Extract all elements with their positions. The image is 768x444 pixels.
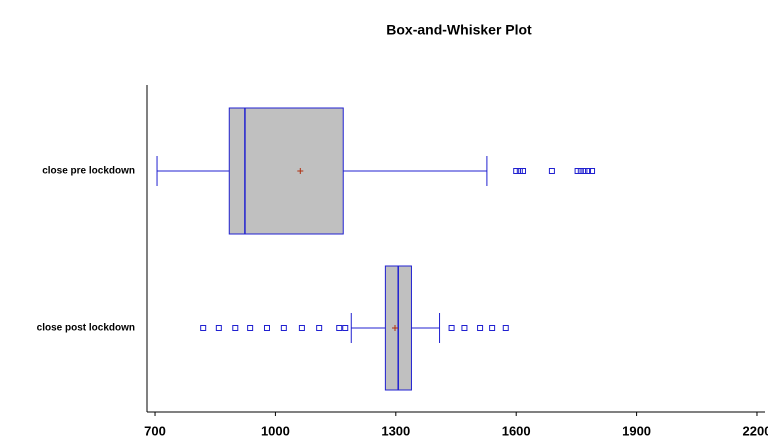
- outlier: [247, 325, 254, 331]
- outlier: [215, 325, 222, 331]
- outlier: [336, 325, 343, 331]
- outlier: [477, 325, 484, 331]
- outlier: [342, 325, 349, 331]
- outlier: [448, 325, 455, 331]
- mean-marker: [392, 325, 399, 331]
- outlier: [280, 325, 287, 331]
- outlier: [516, 168, 523, 174]
- x-tick-label: 1600: [502, 423, 531, 438]
- outlier: [316, 325, 323, 331]
- outlier: [585, 168, 592, 174]
- outlier: [298, 325, 305, 331]
- box: [228, 107, 344, 235]
- outlier: [581, 168, 588, 174]
- outlier: [589, 168, 596, 174]
- x-tick-label: 1300: [381, 423, 410, 438]
- outlier: [263, 325, 270, 331]
- outlier: [200, 325, 207, 331]
- mean-marker: [297, 168, 304, 174]
- x-tick-label: 700: [144, 423, 166, 438]
- x-tick-label: 1900: [622, 423, 651, 438]
- outlier: [489, 325, 496, 331]
- x-tick-label: 2200: [743, 423, 768, 438]
- outlier: [461, 325, 468, 331]
- outlier: [513, 168, 520, 174]
- outlier: [232, 325, 239, 331]
- category-label: close post lockdown: [37, 323, 135, 334]
- outlier: [502, 325, 509, 331]
- chart-title: Box-and-Whisker Plot: [386, 22, 532, 38]
- outlier: [574, 168, 581, 174]
- outlier: [548, 168, 555, 174]
- category-label: close pre lockdown: [42, 166, 135, 177]
- x-tick-label: 1000: [261, 423, 290, 438]
- outlier: [520, 168, 527, 174]
- outlier: [577, 168, 584, 174]
